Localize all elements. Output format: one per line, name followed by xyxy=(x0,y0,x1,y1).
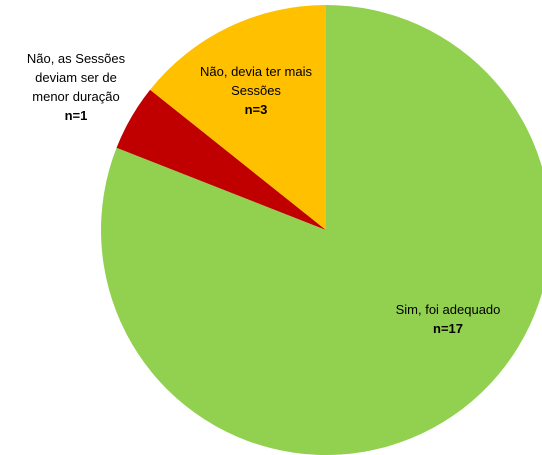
category-label: Sim, foi adequado xyxy=(395,302,501,317)
pie-slice xyxy=(150,4,326,230)
pie-slice xyxy=(101,5,542,455)
value-label: n=17 xyxy=(433,321,463,336)
category-label: Não, as Sessões deviam ser de menor dura… xyxy=(26,51,126,104)
value-label: n=3 xyxy=(244,102,268,117)
pie-slice xyxy=(116,89,326,230)
value-label: n=1 xyxy=(64,108,88,123)
category-label: Não, devia ter mais Sessões xyxy=(200,64,312,98)
slice-label: Não, as Sessões deviam ser de menor dura… xyxy=(18,49,134,125)
slice-label: Não, devia ter mais Sessões n=3 xyxy=(176,62,336,119)
slice-label: Sim, foi adequado n=17 xyxy=(378,300,518,338)
